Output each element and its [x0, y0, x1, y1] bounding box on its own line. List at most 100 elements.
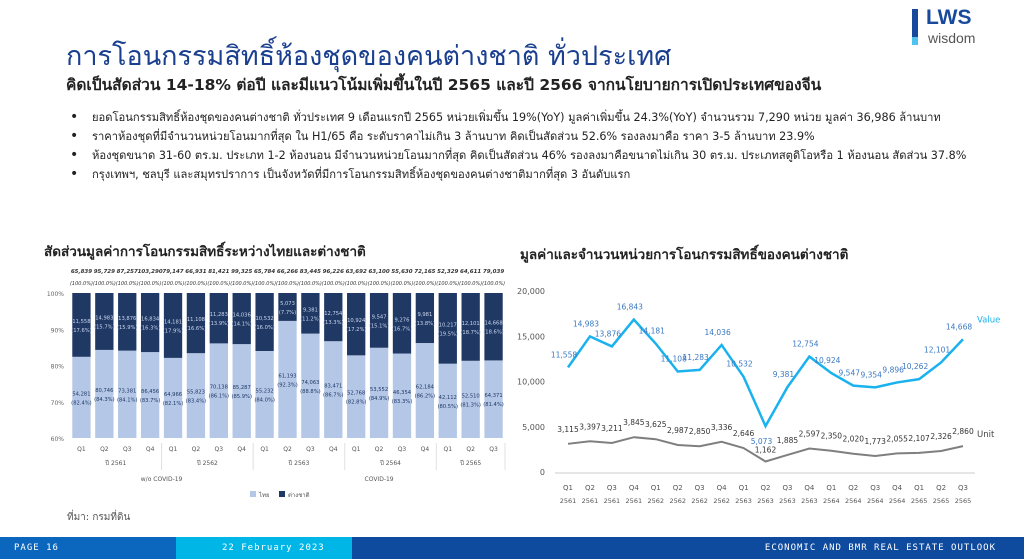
year-group-label: ปี 2562 — [196, 459, 218, 467]
data-label-value: 12,754 — [792, 340, 818, 349]
x-tick-quarter: Q2 — [585, 484, 595, 492]
bullet-item: ห้องชุดขนาด 31-60 ตร.ม. ประเภท 1-2 ห้องน… — [70, 146, 966, 165]
total-pct-label: (100.0%) — [139, 281, 162, 287]
x-tick-year: 2561 — [604, 497, 621, 505]
thai-pct-label: (83.7%) — [140, 398, 161, 404]
bar-foreign — [209, 293, 228, 344]
thai-value-label: 55,232 — [256, 389, 274, 395]
foreign-pct-label: (13.8%) — [415, 321, 436, 327]
bullet-item: กรุงเทพฯ, ชลบุรี และสมุทรปราการ เป็นจังห… — [70, 165, 966, 184]
y-tick-label: 15,000 — [517, 332, 545, 341]
data-label-value: 5,073 — [751, 437, 773, 446]
total-pct-label: (100.0%) — [345, 281, 368, 287]
thai-pct-label: (84.1%) — [117, 397, 138, 403]
thai-value-label: 52,510 — [462, 393, 480, 399]
x-tick-year: 2564 — [823, 497, 840, 505]
thai-pct-label: (81.3%) — [460, 402, 481, 408]
foreign-value-label: 11,558 — [72, 319, 90, 325]
total-pct-label: (100.0%) — [299, 281, 322, 287]
total-pct-label: (100.0%) — [390, 281, 413, 287]
series-label-unit: Unit — [977, 430, 995, 440]
thai-pct-label: (82.4%) — [71, 400, 92, 406]
x-tick-year: 2565 — [911, 497, 928, 505]
x-tick-quarter: Q3 — [607, 484, 617, 492]
total-label: 103,290 — [138, 269, 163, 275]
period-group-label: COVID-19 — [365, 476, 394, 483]
foreign-value-label: 9,276 — [395, 317, 410, 323]
x-tick-label: Q3 — [215, 446, 224, 453]
total-pct-label: (100.0%) — [253, 281, 276, 287]
x-tick-year: 2565 — [933, 497, 950, 505]
x-tick-quarter: Q2 — [936, 484, 946, 492]
y-tick-label: 90% — [51, 327, 65, 334]
total-label: 55,630 — [391, 269, 412, 275]
foreign-pct-label: (15.1%) — [369, 323, 390, 329]
bar-thai — [163, 357, 183, 438]
data-label-unit: 2,860 — [952, 427, 974, 436]
total-pct-label: (100.0%) — [93, 281, 116, 287]
thai-pct-label: (84.0%) — [254, 398, 275, 404]
foreign-value-label: 5,073 — [280, 301, 295, 307]
thai-value-label: 70,138 — [210, 385, 228, 391]
x-tick-year: 2561 — [626, 497, 643, 505]
data-label-unit: 2,646 — [733, 429, 755, 438]
data-label-value: 14,983 — [573, 319, 599, 328]
bar-foreign — [278, 293, 297, 321]
thai-pct-label: (82.1%) — [163, 401, 184, 407]
y-tick-label: 60% — [51, 436, 65, 443]
data-label-value: 12,101 — [924, 345, 950, 354]
foreign-pct-label: (16.6%) — [186, 326, 207, 332]
total-pct-label: (100.0%) — [70, 281, 93, 287]
period-group-label: w/o COVID-19 — [141, 476, 183, 483]
foreign-pct-label: (14.1%) — [231, 322, 252, 328]
x-tick-label: Q1 — [260, 446, 269, 453]
thai-value-label: 64,966 — [164, 392, 182, 398]
x-tick-quarter: Q3 — [695, 484, 705, 492]
total-pct-label: (100.0%) — [459, 281, 482, 287]
data-label-value: 11,558 — [551, 350, 577, 359]
foreign-pct-label: (11.2%) — [300, 316, 321, 322]
total-label: 72,165 — [414, 269, 435, 275]
bar-thai — [232, 344, 251, 438]
foreign-value-label: 11,283 — [210, 312, 228, 318]
thai-pct-label: (84.3%) — [94, 397, 115, 403]
bar-foreign — [347, 293, 366, 356]
total-label: 95,729 — [94, 269, 115, 275]
data-label-value: 10,924 — [814, 356, 840, 365]
lws-wisdom-logo: LWS wisdom — [912, 6, 992, 49]
bullet-item: ยอดโอนกรรมสิทธิ์ห้องชุดของคนต่างชาติ ทั่… — [70, 108, 966, 127]
y-tick-label: 70% — [51, 400, 65, 407]
total-label: 65,839 — [71, 269, 92, 275]
data-label-unit: 2,055 — [886, 434, 908, 443]
x-tick-label: Q1 — [352, 446, 361, 453]
x-tick-label: Q3 — [123, 446, 132, 453]
total-label: 81,421 — [208, 269, 229, 275]
x-tick-quarter: Q1 — [914, 484, 924, 492]
x-tick-label: Q2 — [192, 446, 201, 453]
x-tick-quarter: Q2 — [761, 484, 771, 492]
bar-foreign — [301, 293, 320, 334]
foreign-value-label: 14,181 — [164, 319, 182, 325]
bar-foreign — [186, 293, 206, 354]
data-label-unit: 1,773 — [864, 437, 886, 446]
source-note: ที่มา: กรมที่ดิน — [67, 512, 131, 523]
data-label-value: 9,381 — [773, 370, 795, 379]
data-label-unit: 3,336 — [711, 423, 733, 432]
total-label: 66,266 — [277, 269, 298, 275]
footer-page: PAGE 16 — [0, 537, 176, 559]
y-tick-label: 100% — [47, 291, 64, 298]
data-label-value: 13,876 — [595, 329, 621, 338]
thai-pct-label: (80.5%) — [437, 404, 458, 410]
thai-value-label: 42,112 — [439, 395, 457, 401]
foreign-value-label: 14,668 — [484, 321, 502, 327]
data-label-value: 9,896 — [882, 365, 904, 374]
total-label: 65,784 — [254, 269, 275, 275]
thai-value-label: 85,287 — [233, 385, 251, 391]
page-subtitle: คิดเป็นสัดส่วน 14-18% ต่อปี และมีแนวโน้ม… — [66, 76, 822, 94]
thai-value-label: 46,354 — [393, 390, 412, 396]
line-value — [566, 317, 964, 429]
bar-thai — [186, 353, 206, 438]
total-label: 83,445 — [300, 269, 321, 275]
bar-foreign — [415, 293, 435, 344]
x-tick-label: Q1 — [77, 446, 86, 453]
